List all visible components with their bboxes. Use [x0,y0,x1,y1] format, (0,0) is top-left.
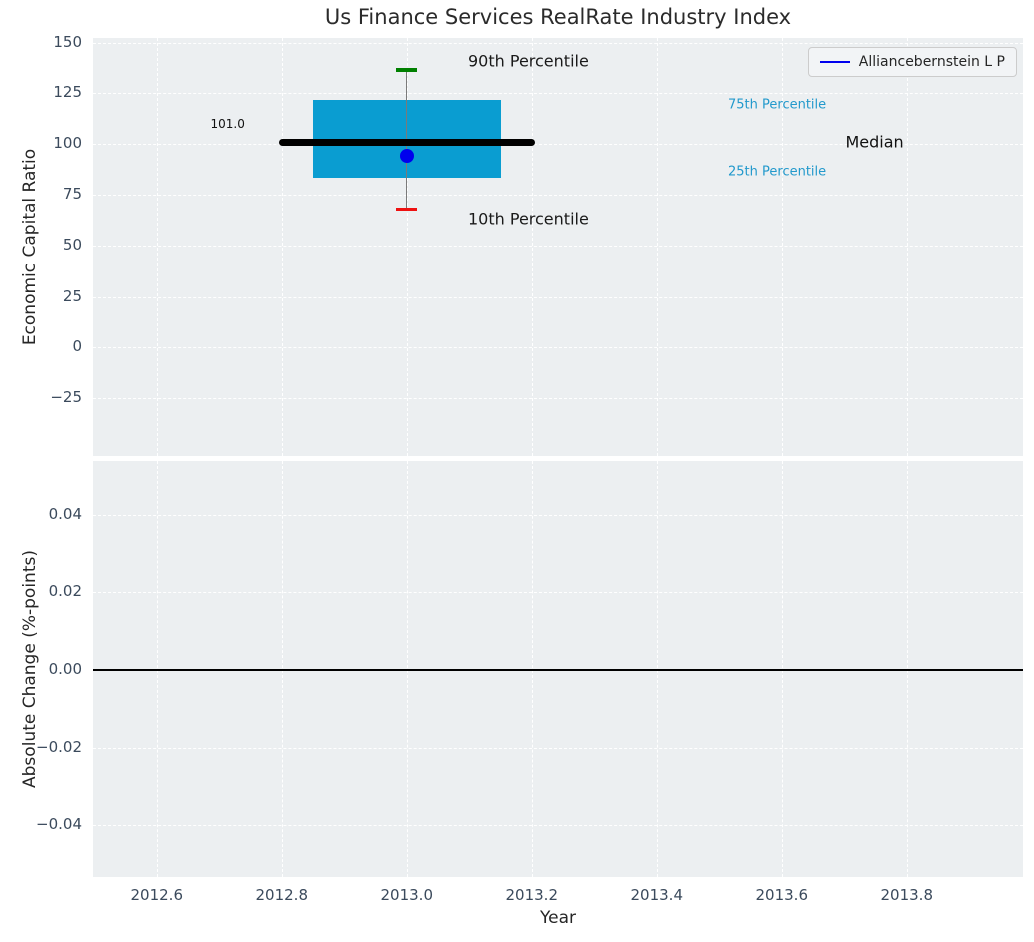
median-line[interactable] [278,138,535,146]
y-tick-label: −25 [50,388,82,407]
v-gridline [906,38,908,456]
h-gridline [93,245,1023,247]
v-gridline [531,38,533,456]
y-tick-label: −0.02 [36,737,82,756]
v-gridline [656,38,658,456]
h-gridline [93,296,1023,298]
p90-cap [396,68,418,72]
y-tick-label: 0 [72,337,82,356]
company-value-marker[interactable] [399,149,414,164]
legend-line-sample [819,60,850,64]
y-tick-label: 50 [62,235,82,254]
x-tick-label: 2013.2 [505,886,559,904]
y-tick-label: 150 [53,32,82,51]
h-gridline [93,347,1023,349]
y-tick-label: −0.04 [36,815,82,834]
y-tick-label: 100 [53,134,82,153]
h-gridline [93,93,1023,95]
p10-cap [396,207,418,212]
legend[interactable]: Alliancebernstein L P [807,47,1017,77]
h-gridline [93,195,1023,197]
legend-label: Alliancebernstein L P [858,54,1005,70]
chart-title: Us Finance Services RealRate Industry In… [324,5,792,29]
p10-annotation: 10th Percentile [468,209,589,229]
h-gridline [93,825,1023,827]
v-gridline [281,38,283,456]
x-tick-label: 2013.8 [880,886,934,904]
h-gridline [93,42,1023,44]
x-tick-label: 2013.6 [755,886,809,904]
h-gridline [93,144,1023,146]
p90-annotation: 90th Percentile [468,51,589,71]
x-tick-label: 2012.6 [130,886,184,904]
x-tick-label: 2013.4 [630,886,684,904]
y-tick-label: 0.00 [48,659,82,678]
p25-annotation: 25th Percentile [728,164,827,180]
v-gridline [406,38,408,456]
x-tick-label: 2012.8 [255,886,309,904]
v-gridline [781,38,783,456]
h-gridline [93,398,1023,400]
axes-bottom [93,461,1023,877]
x-axis-label: Year [540,908,576,928]
v-gridline [156,38,158,456]
h-gridline [93,747,1023,749]
y-tick-label: 0.04 [48,504,82,523]
h-gridline [93,592,1023,594]
h-gridline [93,514,1023,516]
zero-line [93,668,1023,671]
median-annotation: Median [845,132,904,152]
axes-top: Alliancebernstein L P [93,38,1023,456]
median-value-annotation: 101.0 [210,116,245,131]
x-tick-label: 2013.0 [380,886,434,904]
y-tick-label: 0.02 [48,582,82,601]
p75-annotation: 75th Percentile [728,97,827,113]
y-tick-label: 25 [62,286,82,305]
y-tick-label: 75 [62,185,82,204]
y-tick-label: 125 [53,83,82,102]
